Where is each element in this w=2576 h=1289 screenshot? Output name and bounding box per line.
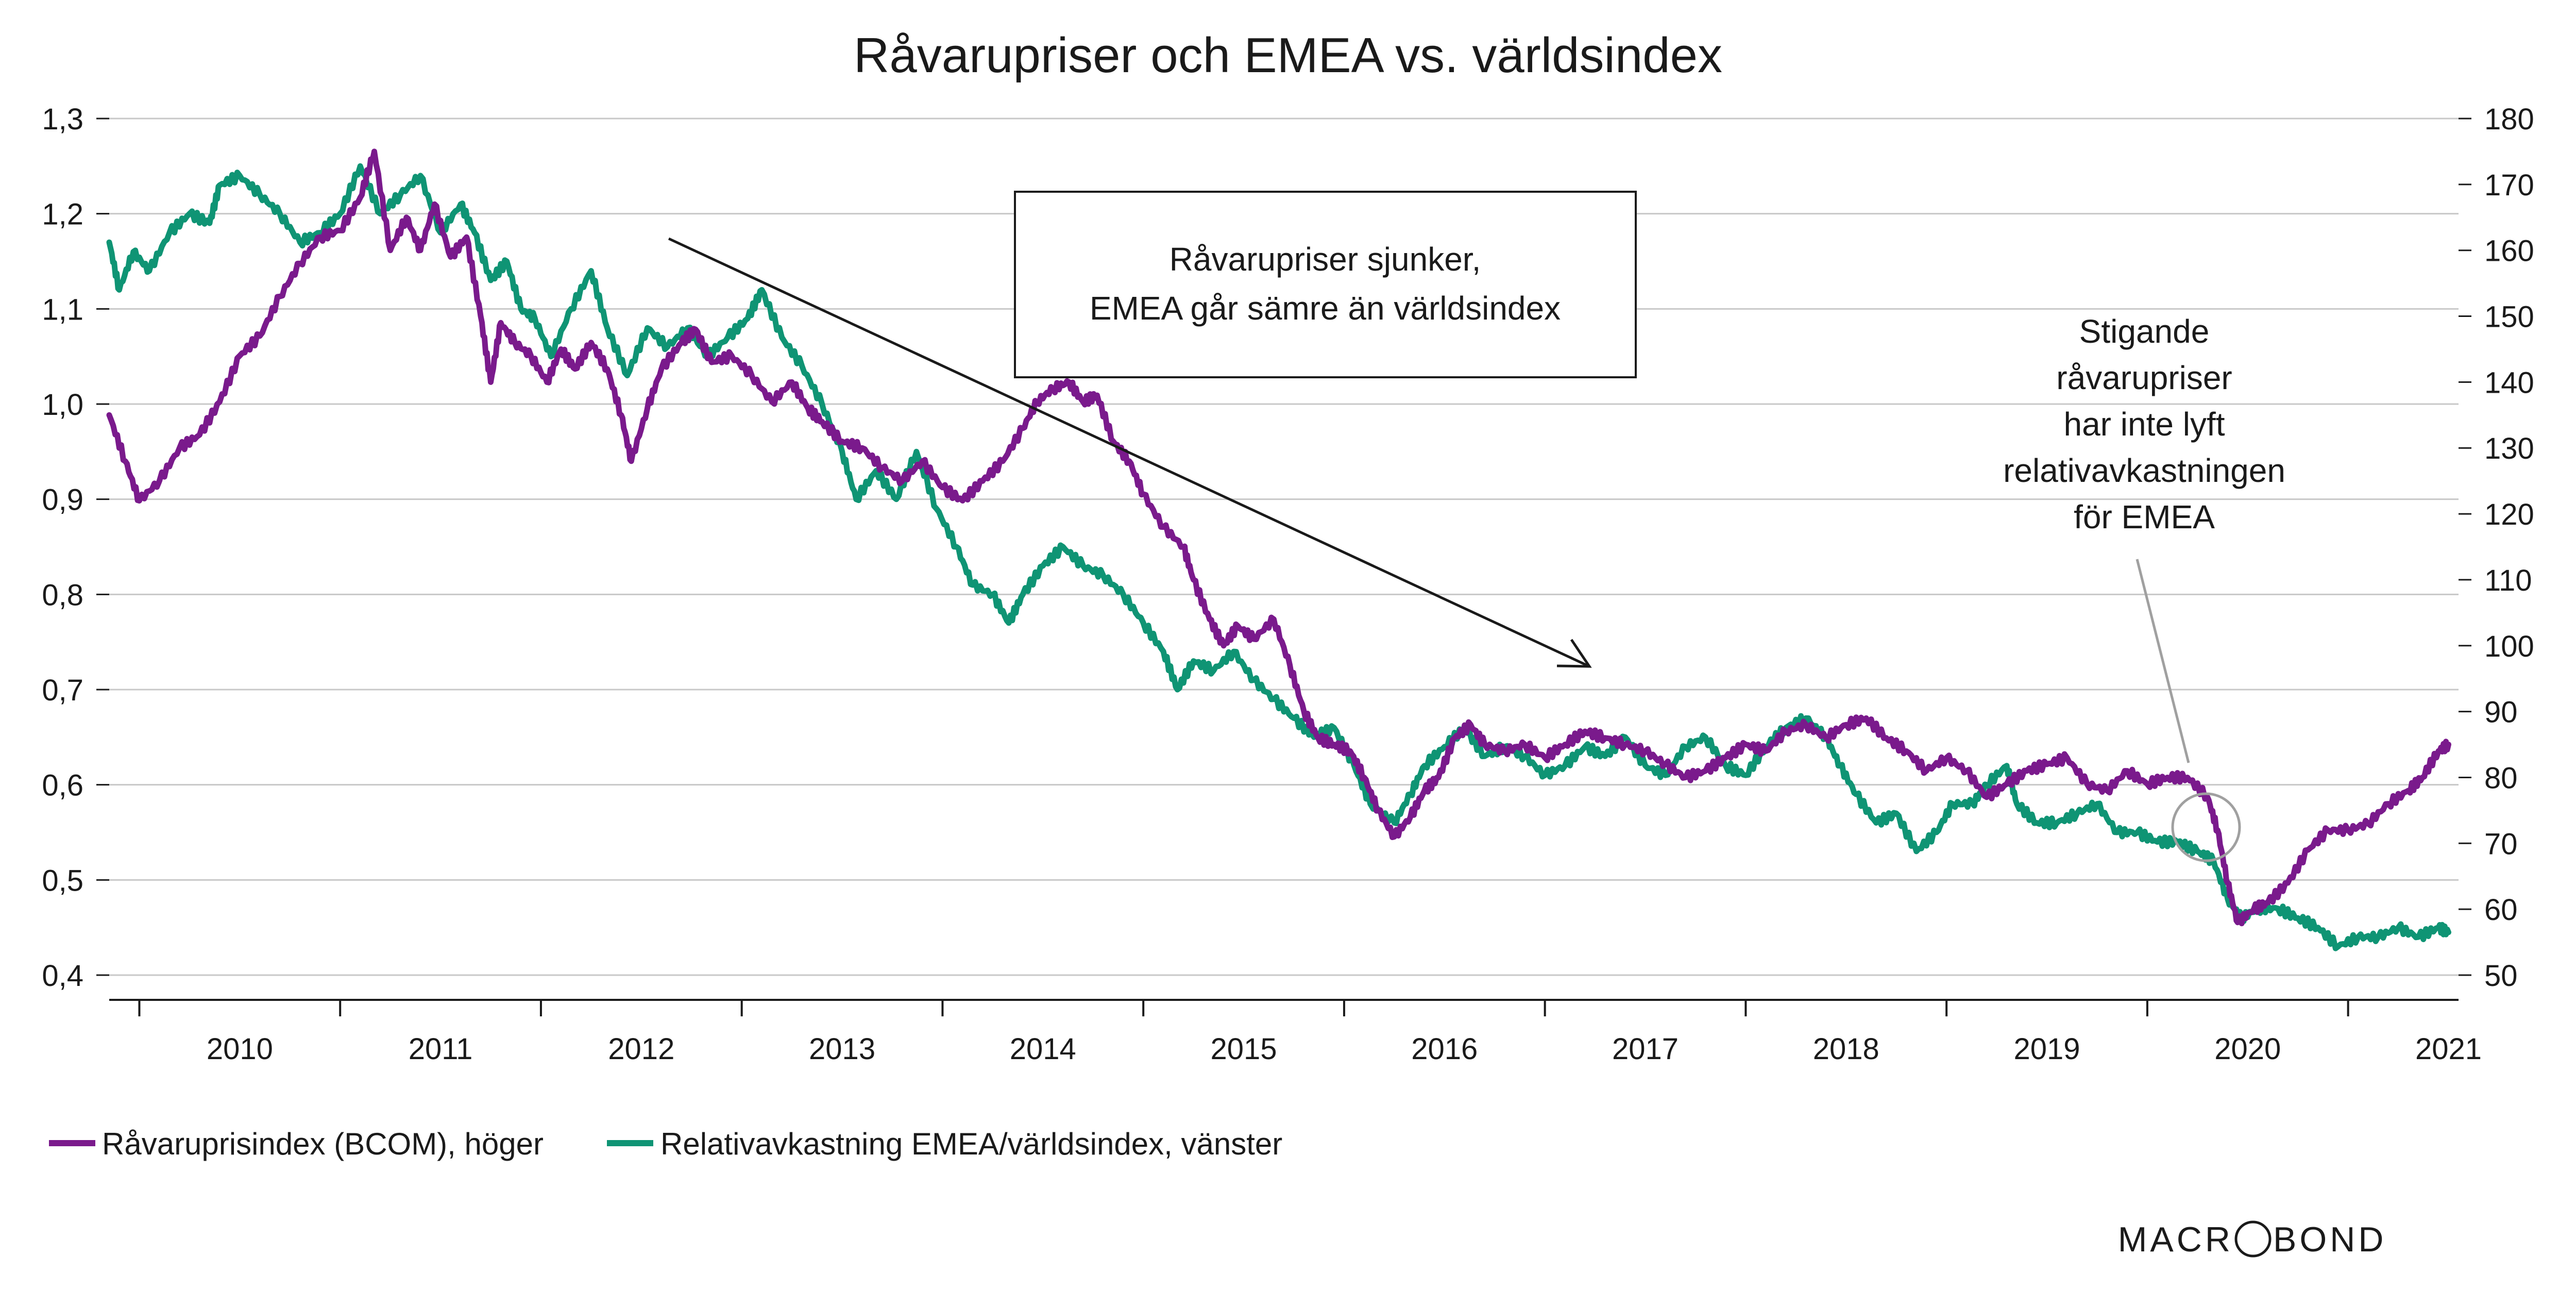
legend-label-emea: Relativavkastning EMEA/världsindex, väns… [660, 1127, 1282, 1161]
plot-lines [106, 148, 2451, 951]
x-tick-label: 2017 [1612, 1032, 1679, 1066]
logo-text-right: BOND [2273, 1220, 2386, 1259]
right-tick-label: 160 [2484, 235, 2534, 268]
x-tick-label: 2015 [1211, 1032, 1277, 1066]
x-tick-label: 2011 [409, 1032, 473, 1066]
x-tick-label: 2021 [2415, 1032, 2482, 1066]
logo-text-left: MACR [2118, 1220, 2233, 1259]
callout-leader [2136, 559, 2190, 763]
left-tick-label: 0,8 [42, 578, 83, 612]
annotation-callout: Stigande råvarupriser har inte lyft rela… [2003, 313, 2285, 862]
x-tick-label: 2012 [608, 1032, 674, 1066]
x-tick-label: 2018 [1813, 1032, 1879, 1066]
left-tick-label: 1,3 [42, 103, 83, 136]
series-line-emea [106, 163, 2451, 951]
annotation-box-line-2: EMEA går sämre än världsindex [1090, 290, 1561, 327]
legend: Råvaruprisindex (BCOM), höger Relativavk… [49, 1127, 1282, 1161]
macrobond-logo: MACR BOND [2118, 1220, 2386, 1259]
right-tick-label: 60 [2484, 893, 2518, 927]
gridlines [109, 118, 2459, 976]
x-tick-label: 2014 [1010, 1032, 1076, 1066]
trend-arrow [668, 237, 1592, 668]
left-tick-label: 0,6 [42, 769, 83, 802]
x-tick-label: 2013 [809, 1032, 875, 1066]
callout-line-4: relativavkastningen [2003, 452, 2285, 489]
right-tick-label: 80 [2484, 761, 2518, 795]
callout-line-3: har inte lyft [2063, 406, 2225, 443]
right-tick-label: 120 [2484, 498, 2534, 531]
callout-circle [2171, 792, 2241, 862]
right-tick-label: 70 [2484, 827, 2518, 861]
x-tick-label: 2010 [207, 1032, 273, 1066]
left-tick-label: 0,4 [42, 959, 83, 993]
right-tick-label: 130 [2484, 432, 2534, 465]
left-tick-label: 1,0 [42, 388, 83, 422]
right-tick-label: 140 [2484, 366, 2534, 399]
x-tick-label: 2020 [2214, 1032, 2281, 1066]
left-tick-label: 0,7 [42, 674, 83, 707]
callout-line-5: för EMEA [2074, 498, 2215, 535]
right-tick-label: 90 [2484, 696, 2518, 729]
callout-line-2: råvarupriser [2056, 359, 2232, 396]
annotation-box-line-1: Råvarupriser sjunker, [1170, 241, 1481, 278]
series-line-bcom [106, 148, 2451, 927]
callout-line-1: Stigande [2079, 313, 2210, 350]
logo-ring [2234, 1220, 2272, 1258]
left-tick-label: 1,1 [42, 293, 83, 326]
x-tick-label: 2019 [2014, 1032, 2080, 1066]
x-tick-label: 2016 [1411, 1032, 1478, 1066]
left-tick-label: 0,9 [42, 483, 83, 517]
right-tick-label: 100 [2484, 630, 2534, 663]
left-tick-label: 1,2 [42, 198, 83, 231]
left-y-axis: 1,3 1,2 1,1 1,0 0,9 0,8 0,7 0,6 0,5 0,4 [42, 103, 109, 993]
right-tick-label: 50 [2484, 959, 2518, 993]
left-tick-label: 0,5 [42, 864, 83, 897]
right-tick-label: 170 [2484, 169, 2534, 202]
legend-label-bcom: Råvaruprisindex (BCOM), höger [102, 1127, 544, 1161]
chart-title: Råvarupriser och EMEA vs. världsindex [854, 28, 1722, 83]
right-tick-label: 110 [2484, 564, 2532, 597]
right-tick-label: 150 [2484, 300, 2534, 334]
right-y-axis: 180 170 160 150 140 130 120 110 100 90 80 70 60 50 [2459, 103, 2534, 993]
right-tick-label: 180 [2484, 103, 2534, 136]
annotation-box: Råvarupriser sjunker, EMEA går sämre än … [1014, 191, 1637, 378]
x-axis: 2010 2011 2012 2013 2014 2015 2016 2017 2018 2019… [109, 999, 2482, 1066]
